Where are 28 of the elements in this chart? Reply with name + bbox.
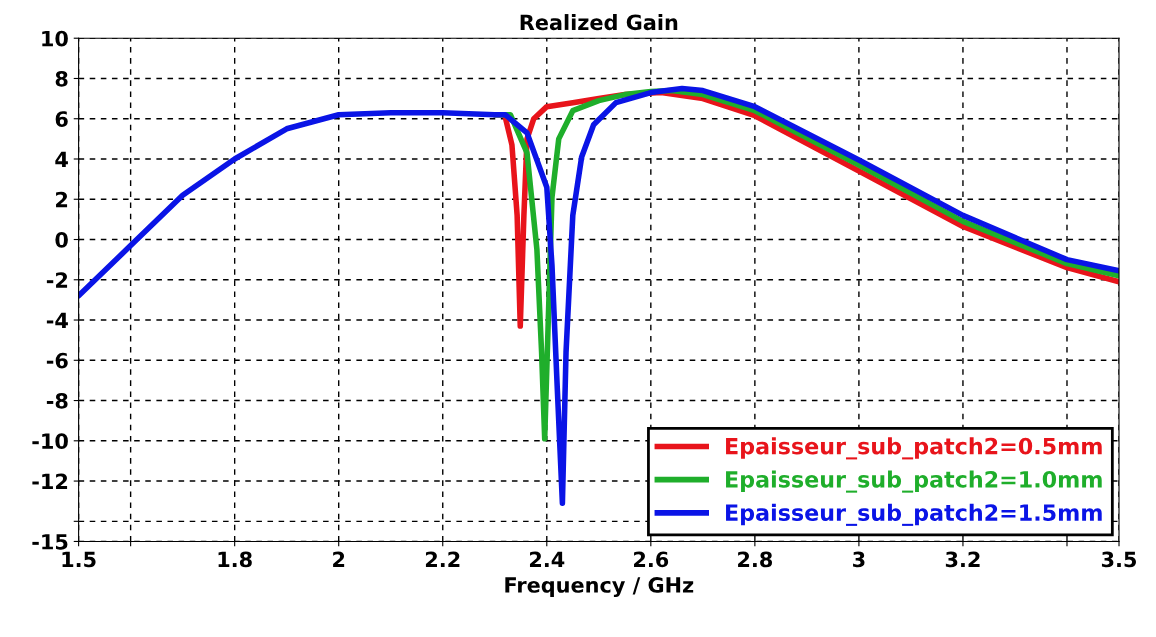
- x-tick-label: 2.8: [738, 551, 773, 568]
- legend-label: Epaisseur_sub_patch2=1.0mm: [726, 470, 1102, 493]
- y-tick-label: -2: [46, 272, 68, 288]
- y-tick-label: 10: [42, 30, 68, 47]
- legend-label: Epaisseur_sub_patch2=1.5mm: [726, 503, 1102, 526]
- x-tick-label: 2.2: [425, 551, 460, 567]
- x-axis-title: Frequency / GHz: [505, 577, 694, 598]
- legend-label: Epaisseur_sub_patch2=0.5mm: [726, 437, 1102, 460]
- y-tick-label: -6: [46, 352, 68, 369]
- x-tick-label: 2: [333, 551, 345, 567]
- y-tick-label: -10: [32, 433, 68, 450]
- y-tick-label: 2: [56, 191, 68, 208]
- x-tick-label: 2.4: [529, 551, 565, 567]
- y-tick-label: 0: [55, 231, 68, 248]
- y-tick-label: 4: [55, 151, 68, 167]
- x-tick-label: 1.8: [218, 551, 252, 568]
- x-tick-label: 2.6: [634, 551, 669, 568]
- y-tick-label: -12: [32, 473, 68, 489]
- x-tick-label: 3: [853, 551, 865, 568]
- x-tick-label: 1.5: [62, 551, 96, 568]
- x-tick-label: 3.5: [1101, 551, 1137, 568]
- y-tick-label: -15: [32, 534, 68, 550]
- y-tick-label: 8: [55, 70, 68, 87]
- chart-title: Realized Gain: [520, 14, 678, 31]
- y-tick-label: 6: [55, 111, 68, 127]
- x-tick-label: 3.2: [945, 551, 980, 568]
- y-tick-label: -8: [46, 393, 68, 409]
- y-tick-label: -4: [46, 312, 68, 328]
